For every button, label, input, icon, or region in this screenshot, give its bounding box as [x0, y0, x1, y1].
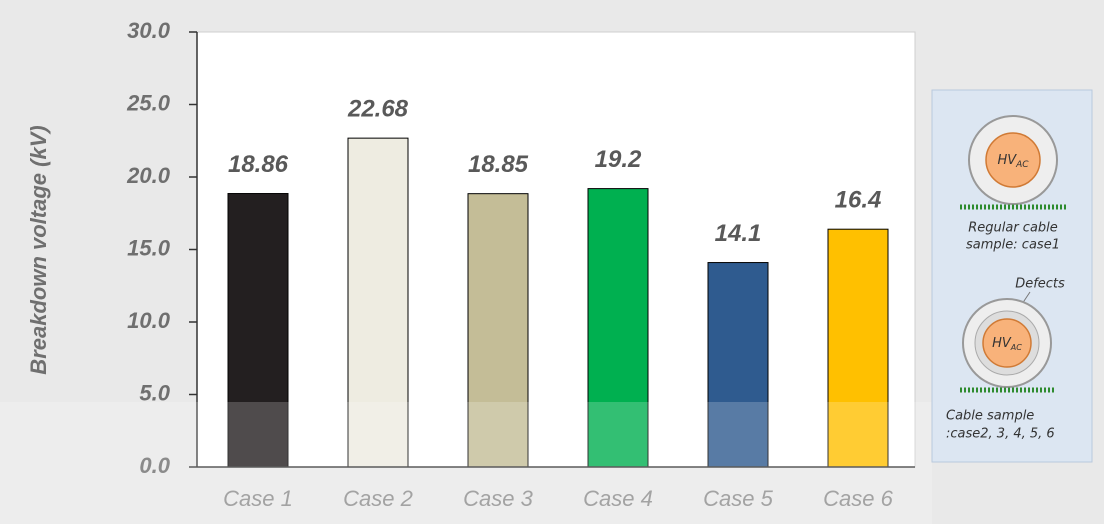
y-axis-title: Breakdown voltage (kV)	[26, 125, 51, 374]
value-label: 18.85	[468, 151, 529, 178]
cable-core	[982, 318, 1032, 368]
value-label: 22.68	[347, 95, 409, 122]
x-tick-label: Case 2	[343, 486, 413, 511]
y-tick-label: 20.0	[126, 163, 171, 188]
overlay	[0, 402, 932, 524]
value-label: 19.2	[595, 146, 642, 173]
bar	[347, 137, 409, 468]
x-tick-label: Case 3	[463, 486, 533, 511]
y-tick-label: 15.0	[127, 235, 171, 260]
x-tick-label: Case 1	[223, 486, 293, 511]
hv-sub: AC	[1015, 160, 1029, 170]
bar	[587, 188, 649, 468]
value-label: 18.86	[228, 151, 289, 178]
hv-sub: AC	[1010, 343, 1022, 352]
hv: HV	[997, 153, 1017, 168]
inset-text: Cable sample	[946, 409, 1034, 424]
y-tick-label: 5.0	[139, 380, 170, 405]
value-label: 14.1	[715, 220, 762, 247]
bar	[827, 228, 889, 468]
hv-label: HVAC	[992, 336, 1022, 352]
inset-text: sample: case1	[966, 238, 1060, 253]
bar	[227, 193, 289, 468]
x-tick-label: Case 5	[703, 486, 773, 511]
bar	[467, 193, 529, 468]
cable-core	[985, 132, 1041, 188]
x-tick-label: Case 4	[583, 486, 653, 511]
inset-diagram: HVAC Regular cable sample: case1 Defects…	[931, 89, 1093, 463]
inset-text: Defects	[1015, 277, 1065, 292]
y-tick-label: 30.0	[127, 18, 171, 43]
hv-label: HVAC	[997, 153, 1029, 170]
y-tick-label: 10.0	[127, 308, 171, 333]
y-tick-label: 25.0	[126, 90, 171, 115]
bar	[707, 262, 769, 468]
value-label: 16.4	[835, 187, 882, 214]
hv: HV	[992, 336, 1012, 351]
plot-area	[196, 31, 916, 468]
x-tick-label: Case 6	[823, 486, 893, 511]
inset-text: :case2, 3, 4, 5, 6	[946, 427, 1055, 442]
y-tick-label: 0.0	[139, 453, 170, 478]
inset-text: Regular cable	[968, 221, 1058, 236]
